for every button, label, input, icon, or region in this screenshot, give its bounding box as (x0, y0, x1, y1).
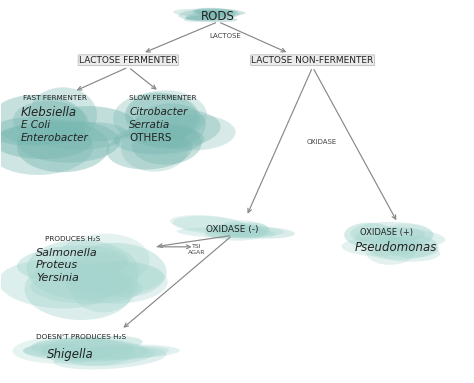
Ellipse shape (63, 346, 169, 362)
Text: FAST FERMENTER: FAST FERMENTER (23, 95, 87, 101)
Ellipse shape (121, 126, 188, 172)
Ellipse shape (114, 126, 204, 154)
Text: Serratia: Serratia (129, 120, 171, 130)
Text: RODS: RODS (201, 10, 235, 23)
Ellipse shape (196, 8, 236, 17)
Ellipse shape (192, 8, 240, 18)
Ellipse shape (126, 90, 207, 139)
Ellipse shape (68, 252, 138, 313)
Ellipse shape (49, 106, 137, 141)
Ellipse shape (344, 223, 396, 248)
Ellipse shape (384, 235, 438, 258)
Text: DOESN'T PRODUCES H₂S: DOESN'T PRODUCES H₂S (36, 334, 126, 340)
Text: Shigella: Shigella (47, 348, 94, 361)
Ellipse shape (206, 223, 267, 241)
Ellipse shape (41, 338, 135, 366)
Ellipse shape (17, 120, 120, 163)
Ellipse shape (0, 124, 91, 159)
Ellipse shape (177, 228, 253, 238)
Ellipse shape (30, 271, 143, 304)
Ellipse shape (365, 238, 416, 265)
Ellipse shape (173, 9, 225, 17)
Ellipse shape (350, 222, 434, 247)
Text: Citrobacter: Citrobacter (129, 107, 188, 117)
Ellipse shape (65, 262, 168, 304)
Ellipse shape (54, 347, 166, 370)
Text: TSI
AGAR: TSI AGAR (188, 244, 206, 255)
Ellipse shape (370, 242, 439, 260)
Ellipse shape (133, 103, 206, 149)
Ellipse shape (215, 225, 284, 236)
Ellipse shape (13, 101, 89, 142)
Text: Proteus: Proteus (36, 260, 78, 270)
Ellipse shape (223, 223, 269, 238)
Text: LACTOSE FERMENTER: LACTOSE FERMENTER (79, 56, 178, 65)
Ellipse shape (23, 344, 109, 361)
Ellipse shape (0, 122, 93, 175)
Ellipse shape (68, 346, 155, 366)
Ellipse shape (70, 243, 167, 297)
Ellipse shape (185, 16, 237, 22)
Text: LACTOSE NON-FERMENTER: LACTOSE NON-FERMENTER (252, 56, 374, 65)
Ellipse shape (55, 234, 149, 287)
Ellipse shape (66, 261, 164, 295)
Ellipse shape (128, 109, 220, 149)
Ellipse shape (206, 226, 276, 237)
Text: LACTOSE: LACTOSE (210, 33, 241, 39)
Ellipse shape (61, 344, 180, 359)
Text: OTHERS: OTHERS (129, 133, 172, 143)
Ellipse shape (342, 236, 421, 256)
Ellipse shape (185, 11, 229, 20)
Text: PRODUCES H₂S: PRODUCES H₂S (45, 236, 100, 242)
Ellipse shape (372, 242, 440, 262)
Ellipse shape (194, 9, 246, 16)
Ellipse shape (376, 223, 433, 249)
Ellipse shape (150, 115, 236, 151)
Ellipse shape (201, 9, 238, 15)
Ellipse shape (25, 260, 133, 320)
Ellipse shape (29, 87, 97, 143)
Text: Yersinia: Yersinia (36, 273, 79, 283)
Ellipse shape (200, 14, 231, 20)
Ellipse shape (132, 123, 202, 165)
Ellipse shape (178, 10, 221, 20)
Text: E Coli: E Coli (20, 120, 50, 130)
Ellipse shape (27, 240, 139, 300)
Text: SLOW FERMENTER: SLOW FERMENTER (129, 95, 197, 101)
Ellipse shape (40, 122, 128, 150)
Text: Klebsiella: Klebsiella (20, 106, 77, 119)
Ellipse shape (17, 246, 128, 282)
Ellipse shape (24, 336, 143, 357)
Text: Pseudomonas: Pseudomonas (354, 241, 437, 254)
Ellipse shape (173, 216, 249, 234)
Ellipse shape (107, 129, 192, 169)
Ellipse shape (0, 260, 114, 308)
Text: Salmonella: Salmonella (36, 247, 98, 257)
Text: OXIDASE (+): OXIDASE (+) (360, 228, 413, 237)
Ellipse shape (355, 227, 425, 243)
Ellipse shape (42, 340, 134, 357)
Ellipse shape (184, 13, 236, 22)
Ellipse shape (170, 215, 246, 232)
Text: OXIDASE (-): OXIDASE (-) (206, 225, 258, 234)
Ellipse shape (216, 226, 295, 239)
Ellipse shape (13, 336, 117, 363)
Text: Enterobacter: Enterobacter (20, 133, 88, 143)
Ellipse shape (0, 95, 86, 146)
Ellipse shape (31, 338, 148, 360)
Ellipse shape (0, 117, 73, 146)
Ellipse shape (220, 221, 270, 238)
Ellipse shape (377, 229, 446, 246)
Ellipse shape (125, 93, 200, 140)
Ellipse shape (113, 92, 198, 144)
Ellipse shape (205, 225, 264, 238)
Ellipse shape (17, 122, 109, 172)
Text: OXIDASE: OXIDASE (307, 139, 337, 145)
